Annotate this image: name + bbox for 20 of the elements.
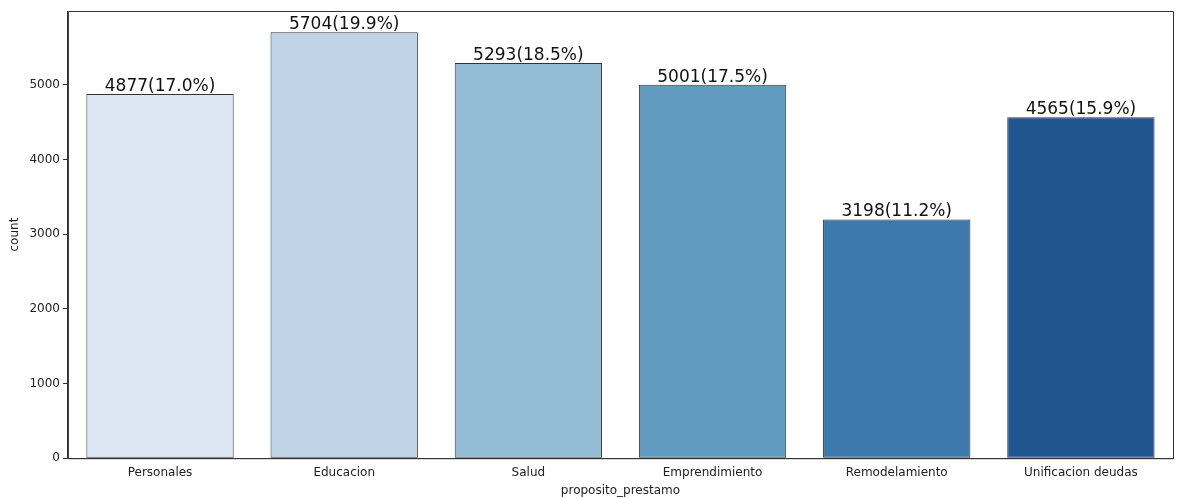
x-tick-label: Personales <box>127 464 193 479</box>
y-tick-label: 0 <box>52 450 60 465</box>
x-tick-label: Emprendimiento <box>662 464 763 479</box>
x-tick-label: Salud <box>511 464 546 479</box>
data-label: 4877(17.0%) <box>104 74 216 95</box>
x-axis-title: proposito_prestamo <box>560 482 681 497</box>
y-tick-label: 4000 <box>29 151 60 166</box>
y-tick-label: 1000 <box>29 375 60 390</box>
x-tick-label: Remodelamiento <box>845 464 948 479</box>
x-tick-label: Unificacion deudas <box>1024 464 1138 479</box>
data-label: 5704(19.9%) <box>288 13 400 34</box>
y-tick-label: 3000 <box>29 226 60 241</box>
y-tick-label: 5000 <box>29 76 60 91</box>
y-tick-label: 2000 <box>29 300 60 315</box>
data-label: 5001(17.5%) <box>657 65 768 86</box>
data-label: 3198(11.2%) <box>841 200 953 221</box>
x-tick-label: Educacion <box>313 464 376 479</box>
data-label: 4565(15.9%) <box>1025 98 1137 119</box>
data-label: 5293(18.5%) <box>473 43 584 64</box>
y-axis-title: count <box>7 217 22 252</box>
